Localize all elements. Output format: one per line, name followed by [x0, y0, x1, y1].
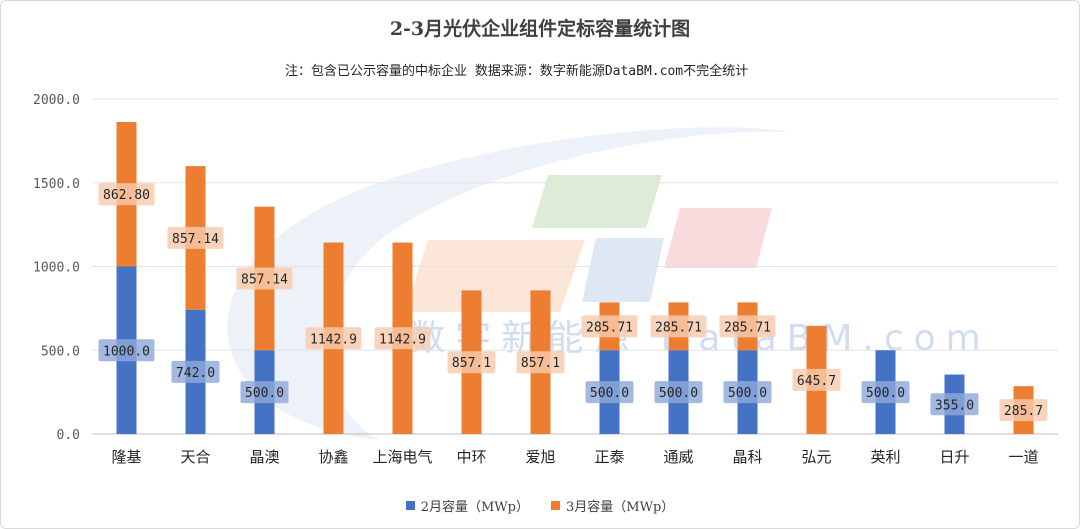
- x-tick-label: 日升: [939, 448, 969, 466]
- data-label-feb-box: [98, 339, 155, 362]
- x-tick-label: 晶澳: [249, 448, 279, 466]
- data-label-mar-box: [581, 315, 638, 338]
- data-label-mar-box: [236, 267, 293, 290]
- data-label-mar: 285.71: [724, 320, 771, 335]
- data-label-mar: 285.7: [1004, 404, 1043, 419]
- x-tick-label: 天合: [180, 448, 210, 466]
- data-label-mar-box: [792, 368, 841, 391]
- data-label-mar-box: [98, 183, 155, 206]
- x-tick-label: 一道: [1008, 448, 1038, 466]
- x-tick-label: 协鑫: [318, 448, 348, 466]
- data-label-mar: 857.1: [452, 356, 491, 371]
- data-label-mar-box: [650, 315, 707, 338]
- x-tick-label: 晶科: [732, 448, 762, 466]
- legend-item-feb: 2月容量（MWp）: [405, 496, 529, 515]
- data-label-mar: 857.1: [521, 356, 560, 371]
- data-label-mar-box: [305, 327, 362, 350]
- data-label-mar: 285.71: [655, 320, 702, 335]
- data-label-feb-box: [171, 360, 220, 383]
- data-label-feb: 742.0: [176, 366, 215, 381]
- legend-swatch-feb: [405, 501, 415, 510]
- data-label-feb: 500.0: [728, 386, 767, 401]
- data-label-mar-box: [516, 351, 565, 374]
- legend-item-mar: 3月容量（MWp）: [551, 496, 674, 515]
- data-label-mar-box: [167, 226, 224, 249]
- data-label-feb: 1000.0: [103, 344, 150, 359]
- data-label-feb: 500.0: [245, 386, 284, 401]
- x-tick-label: 英利: [870, 448, 900, 466]
- data-label-feb-box: [723, 381, 772, 404]
- data-label-mar: 1142.9: [379, 332, 426, 347]
- x-tick-label: 中环: [456, 448, 486, 466]
- y-tick-label: 2000.0: [33, 93, 80, 108]
- data-label-mar: 1142.9: [310, 332, 357, 347]
- data-label-feb: 500.0: [590, 386, 629, 401]
- data-label-feb-box: [930, 393, 979, 416]
- data-label-mar-box: [999, 399, 1048, 422]
- chart-subtitle: 注：包含已公示容量的中标企业 数据来源：数字新能源DataBM.com不完全统计: [285, 64, 749, 79]
- watermark-red-tile: [664, 208, 772, 268]
- data-label-feb-box: [654, 381, 703, 404]
- x-tick-label: 上海电气: [372, 448, 432, 466]
- data-label-mar-box: [374, 327, 431, 350]
- data-label-mar: 862.80: [103, 188, 150, 203]
- watermark-swoosh: [227, 127, 790, 441]
- data-label-feb: 500.0: [866, 386, 905, 401]
- data-label-mar: 857.14: [241, 272, 288, 287]
- y-tick-label: 500.0: [41, 344, 80, 359]
- watermark-blue-tile: [582, 238, 664, 302]
- x-tick-label: 通威: [663, 448, 693, 466]
- chart-title: 2-3月光伏企业组件定标容量统计图: [389, 18, 691, 40]
- data-label-feb-box: [861, 381, 910, 404]
- watermark-green-tile: [532, 175, 662, 228]
- x-tick-label: 隆基: [111, 448, 141, 466]
- y-tick-label: 1000.0: [33, 261, 80, 276]
- legend: 2月容量（MWp） 3月容量（MWp）: [0, 496, 1080, 515]
- data-label-mar: 285.71: [586, 320, 633, 335]
- data-label-mar: 645.7: [797, 374, 836, 389]
- x-tick-label: 正泰: [594, 448, 624, 466]
- x-tick-label: 弘元: [801, 448, 831, 466]
- data-label-feb-box: [240, 381, 289, 404]
- watermark-orange-tile: [405, 240, 585, 312]
- legend-label-feb: 2月容量（MWp）: [420, 500, 529, 515]
- data-label-mar-box: [719, 315, 776, 338]
- y-tick-label: 0.0: [57, 428, 80, 443]
- x-tick-label: 爱旭: [525, 448, 555, 466]
- data-label-mar-box: [447, 351, 496, 374]
- legend-swatch-mar: [551, 501, 560, 510]
- data-label-mar: 857.14: [172, 232, 219, 247]
- data-label-feb-box: [585, 381, 634, 404]
- data-label-feb: 500.0: [659, 386, 698, 401]
- legend-label-mar: 3月容量（MWp）: [566, 500, 675, 515]
- data-label-feb: 355.0: [935, 398, 974, 413]
- y-tick-label: 1500.0: [33, 177, 80, 192]
